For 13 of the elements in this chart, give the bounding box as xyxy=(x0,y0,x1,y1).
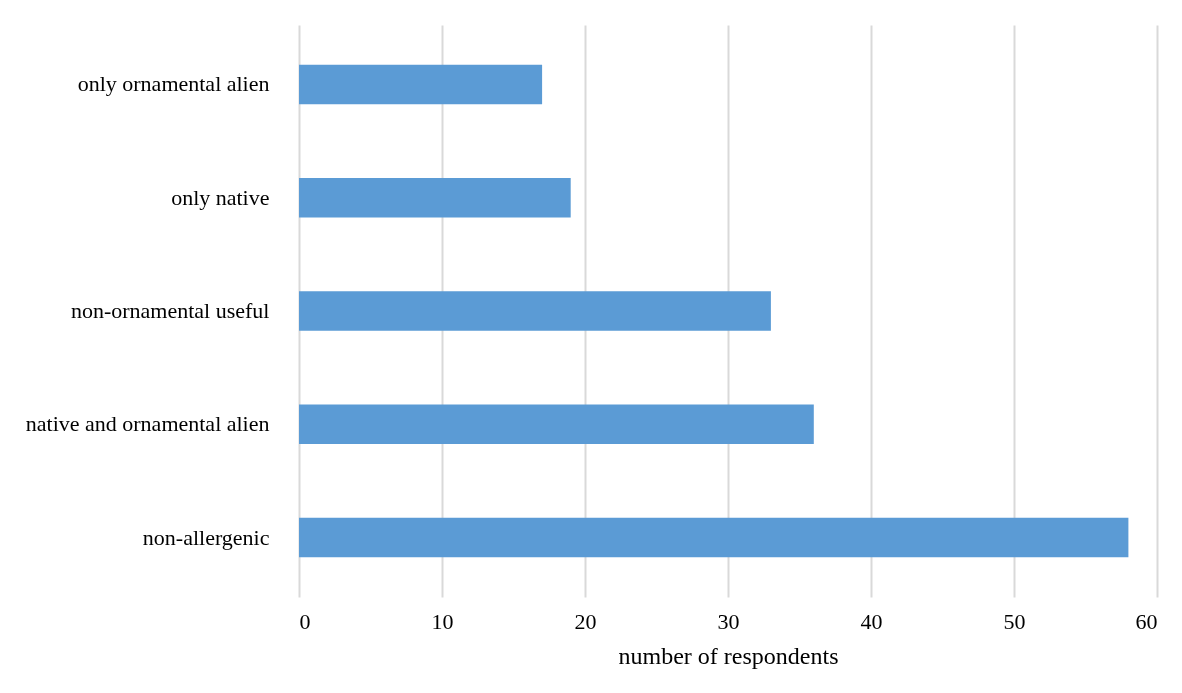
x-tick-label: 10 xyxy=(431,608,454,634)
y-tick-label: only native xyxy=(171,184,270,210)
x-axis-title: number of respondents xyxy=(618,642,839,669)
x-tick-label: 30 xyxy=(717,608,740,634)
x-tick-label: 20 xyxy=(574,608,597,634)
y-tick-label: only ornamental alien xyxy=(77,71,270,97)
y-tick-label: non-ornamental useful xyxy=(70,298,270,323)
y-tick-label: non-allergenic xyxy=(142,524,270,550)
y-tick-label: native and ornamental alien xyxy=(25,411,270,437)
x-tick-label: 50 xyxy=(1003,608,1026,634)
x-tick-label: 60 xyxy=(1135,608,1158,634)
x-tick-label: 40 xyxy=(860,608,883,634)
x-tick-label: 0 xyxy=(299,608,311,634)
